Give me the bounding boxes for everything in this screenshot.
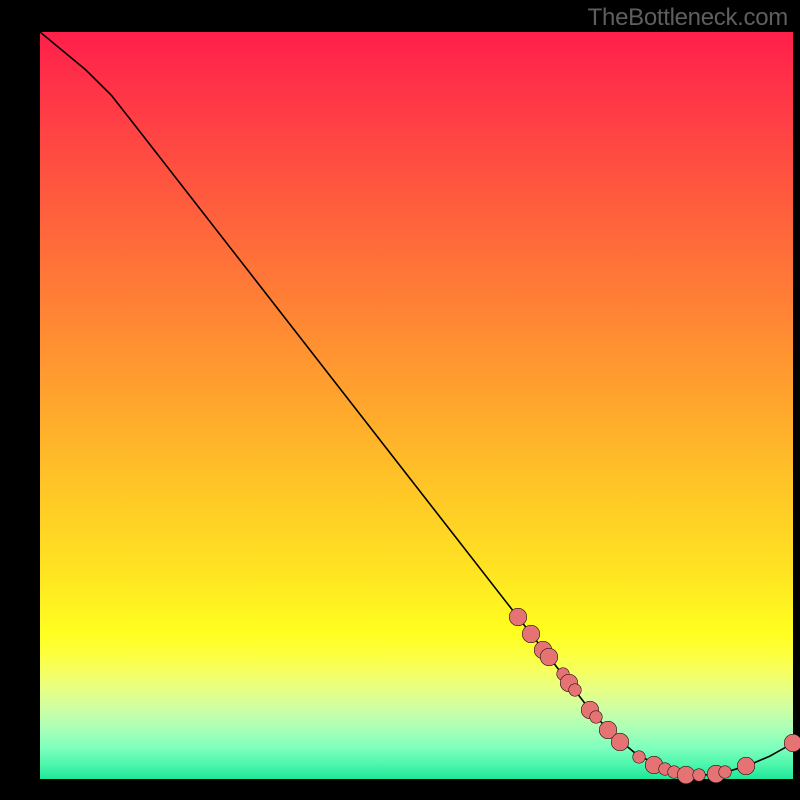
data-point: [522, 625, 540, 643]
data-point-layer: [40, 32, 793, 779]
chart-canvas: TheBottleneck.com: [0, 0, 800, 800]
data-point: [692, 769, 705, 782]
data-point: [633, 750, 646, 763]
data-point: [611, 733, 629, 751]
data-point: [568, 684, 581, 697]
data-point: [719, 766, 732, 779]
watermark-text: TheBottleneck.com: [588, 4, 788, 32]
data-point: [784, 734, 800, 752]
data-point: [540, 648, 558, 666]
data-point: [737, 757, 755, 775]
data-point: [589, 710, 602, 723]
data-point: [509, 608, 527, 626]
plot-area: [40, 32, 793, 779]
